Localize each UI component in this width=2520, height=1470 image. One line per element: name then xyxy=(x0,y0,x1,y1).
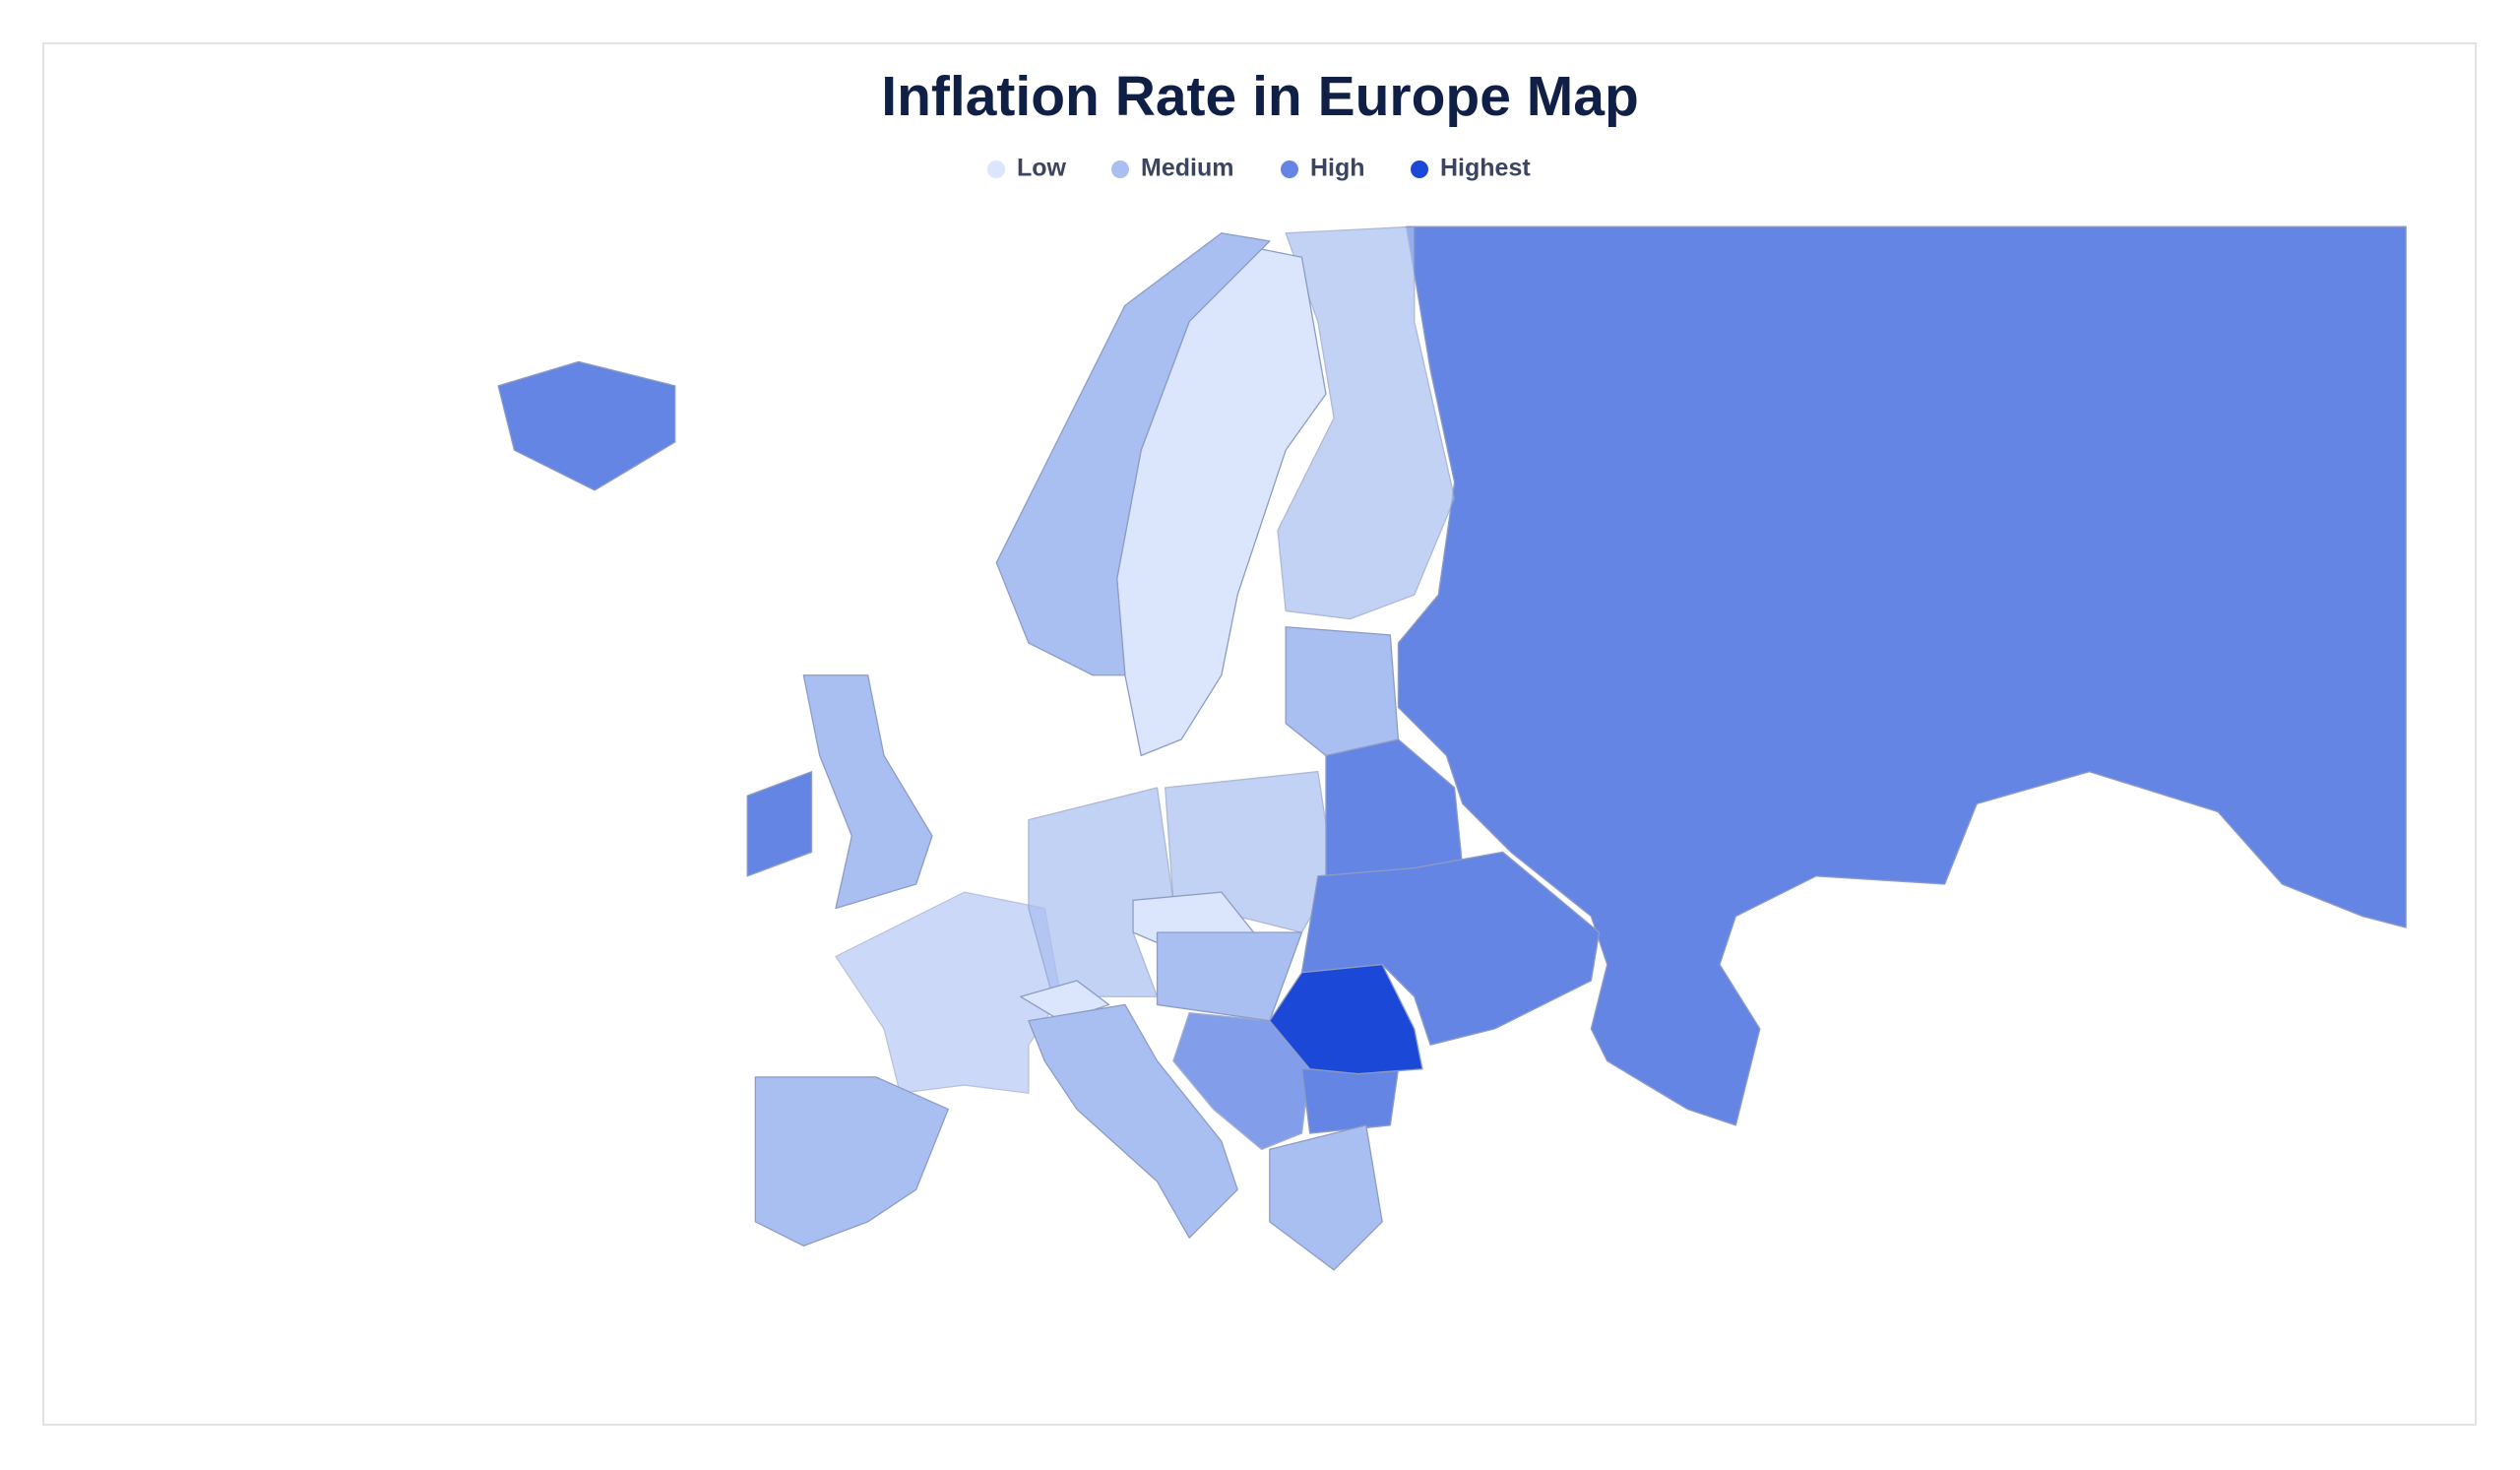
country xyxy=(746,771,813,877)
country xyxy=(1397,225,2407,1126)
country xyxy=(1277,225,1456,620)
country xyxy=(497,360,676,491)
country xyxy=(1269,1124,1383,1271)
legend-swatch xyxy=(987,160,1005,178)
legend-swatch xyxy=(1111,160,1129,178)
legend-label: Highest xyxy=(1440,155,1531,182)
country xyxy=(1028,787,1174,997)
legend-swatch xyxy=(1411,160,1428,178)
country xyxy=(1285,626,1400,757)
country xyxy=(1269,963,1423,1075)
country xyxy=(754,1076,949,1246)
map xyxy=(497,225,2407,1271)
country xyxy=(995,232,1271,676)
country xyxy=(1300,1068,1400,1134)
map-title: Inflation Rate in Europe Map xyxy=(881,65,1639,128)
legend-label: Medium xyxy=(1141,155,1233,182)
legend-label: High xyxy=(1310,155,1365,182)
legend-label: Low xyxy=(1017,155,1067,182)
legend: Low Medium High Highest xyxy=(987,155,1531,182)
legend-swatch xyxy=(1281,160,1298,178)
country xyxy=(802,674,933,910)
country xyxy=(835,891,1062,1094)
country xyxy=(1028,1003,1238,1239)
